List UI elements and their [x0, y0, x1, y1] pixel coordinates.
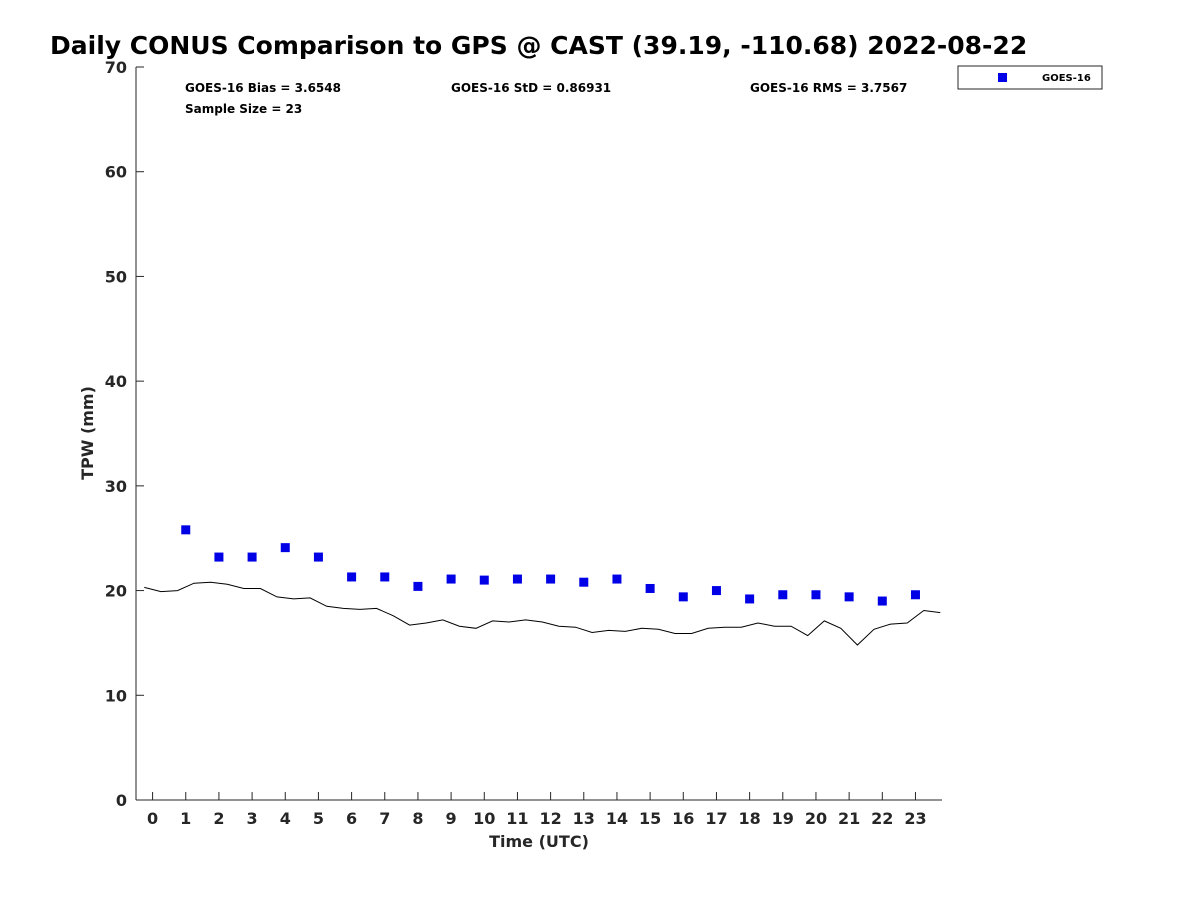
goes16-point	[844, 592, 854, 602]
x-tick-label: 0	[147, 809, 158, 828]
x-tick-label: 4	[280, 809, 291, 828]
goes16-point	[612, 574, 622, 584]
y-axis-ticks: 0 10 20 30 40 50 60 70	[105, 58, 144, 810]
goes16-point	[347, 572, 357, 582]
x-tick-label: 9	[446, 809, 457, 828]
x-tick-label: 10	[473, 809, 495, 828]
goes16-point	[181, 525, 191, 535]
x-tick-label: 13	[573, 809, 595, 828]
x-tick-label: 18	[738, 809, 760, 828]
sample-size-annotation: Sample Size = 23	[185, 102, 302, 116]
goes16-point	[479, 575, 489, 585]
y-tick-label: 20	[105, 582, 127, 601]
chart-title: Daily CONUS Comparison to GPS @ CAST (39…	[50, 31, 1027, 60]
x-tick-label: 20	[805, 809, 827, 828]
y-tick-label: 30	[105, 477, 127, 496]
y-tick-label: 10	[105, 686, 127, 705]
goes16-point	[645, 583, 655, 593]
goes16-point	[711, 586, 721, 596]
x-tick-label: 1	[180, 809, 191, 828]
x-tick-label: 3	[247, 809, 258, 828]
bias-annotation: GOES-16 Bias = 3.6548	[185, 81, 341, 95]
x-tick-label: 14	[606, 809, 628, 828]
goes16-point	[413, 581, 423, 591]
y-tick-label: 60	[105, 163, 127, 182]
goes16-point	[512, 574, 522, 584]
goes16-point	[678, 592, 688, 602]
goes16-point	[380, 572, 390, 582]
x-tick-label: 6	[346, 809, 357, 828]
std-annotation: GOES-16 StD = 0.86931	[451, 81, 611, 95]
x-axis-label: Time (UTC)	[489, 832, 589, 851]
x-tick-label: 23	[904, 809, 926, 828]
goes16-point	[778, 590, 788, 600]
x-tick-label: 5	[313, 809, 324, 828]
goes16-point	[811, 590, 821, 600]
x-tick-label: 7	[379, 809, 390, 828]
y-tick-label: 40	[105, 372, 127, 391]
rms-annotation: GOES-16 RMS = 3.7567	[750, 81, 907, 95]
goes16-point	[280, 543, 290, 553]
y-tick-label: 0	[116, 791, 127, 810]
x-tick-label: 22	[871, 809, 893, 828]
x-tick-label: 12	[539, 809, 561, 828]
x-tick-label: 17	[705, 809, 727, 828]
goes16-point	[313, 552, 323, 562]
x-axis-ticks: 0 1 2 3 4 5 6 7 8 9 10 11 12 13 14 15 16 17 18 19 20 21 22 23	[147, 792, 927, 828]
x-tick-label: 8	[412, 809, 423, 828]
goes16-point	[247, 552, 257, 562]
x-tick-label: 11	[506, 809, 528, 828]
y-tick-label: 50	[105, 267, 127, 286]
x-tick-label: 16	[672, 809, 694, 828]
goes16-point	[910, 590, 920, 600]
goes16-point	[579, 577, 589, 587]
legend-box	[957, 65, 1103, 90]
x-tick-label: 21	[838, 809, 860, 828]
goes16-point	[877, 596, 887, 606]
goes16-point	[446, 574, 456, 584]
x-tick-label: 2	[213, 809, 224, 828]
x-tick-label: 15	[639, 809, 661, 828]
legend-marker-goes16	[998, 73, 1007, 82]
gps-tpw-line	[144, 581, 941, 646]
goes16-point	[745, 594, 755, 604]
y-tick-label: 70	[105, 58, 127, 77]
goes16-point	[214, 552, 224, 562]
goes16-point	[546, 574, 556, 584]
legend: GOES-16	[957, 65, 1103, 90]
y-axis-label: TPW (mm)	[78, 386, 97, 480]
legend-label-goes16: GOES-16	[1042, 73, 1091, 84]
series-layer	[144, 525, 941, 646]
x-tick-label: 19	[772, 809, 794, 828]
